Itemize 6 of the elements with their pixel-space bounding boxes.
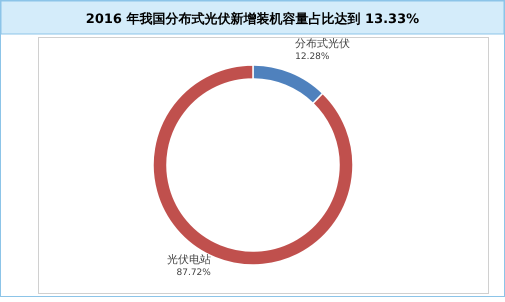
- slice-label: 分布式光伏: [295, 37, 350, 50]
- data-label: 12.28%: [295, 52, 330, 62]
- chart-title: 2016 年我国分布式光伏新增装机容量占比达到 13.33%: [86, 11, 420, 27]
- slice-label: 光伏电站: [166, 252, 211, 266]
- data-label: 87.72%: [176, 268, 212, 278]
- donut-slice: [152, 64, 354, 266]
